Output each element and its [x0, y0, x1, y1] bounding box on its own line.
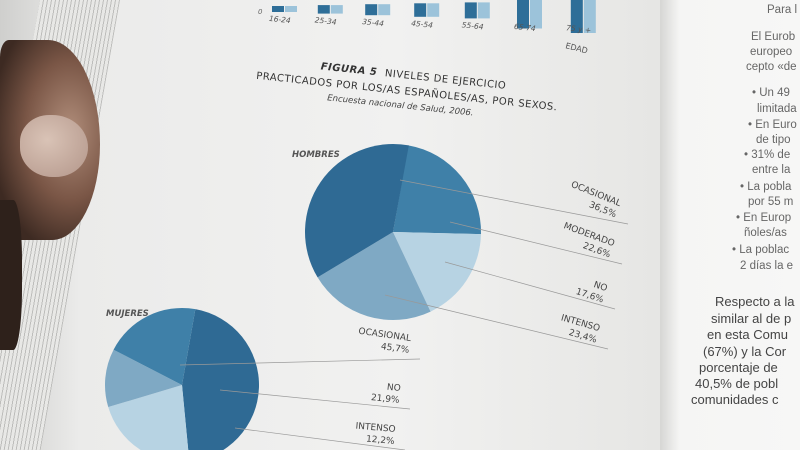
thumbnail: [20, 115, 88, 177]
bar-light: [427, 3, 440, 17]
pie-slice-moderado: [393, 145, 482, 235]
slice-label: NO: [592, 280, 608, 294]
x-tick-label: 16-24: [269, 14, 292, 25]
x-tick-label: 75 y +: [566, 23, 592, 35]
slice-label: NO: [386, 383, 401, 394]
pie-hombres: OCASIONAL36,5%MODERADO22,6%NO17,6%INTENS…: [292, 144, 629, 350]
leader-line: [234, 427, 406, 450]
bar-dark: [464, 2, 477, 19]
x-tick-label: 35-44: [362, 17, 385, 28]
bar-light: [530, 0, 542, 29]
bar-chart-fragment: 0 16-24 25-34 35-44 45-54 55-64 65-74 75 y + EDA…: [258, 0, 596, 55]
bar-light: [378, 4, 391, 16]
pie-slice-intenso: [317, 232, 431, 321]
leader-line: [179, 358, 421, 366]
leader-line: [384, 294, 609, 350]
leader-line: [449, 221, 623, 265]
figure-number: FIGURA 5: [320, 61, 378, 78]
slice-value: 45,7%: [380, 342, 410, 356]
bar-dark: [570, 0, 583, 33]
x-tick-label: 25-34: [314, 15, 337, 26]
bar-light: [477, 2, 490, 19]
figure-caption: FIGURA 5 NIVELES DE EJERCICIO PRACTICADO…: [256, 61, 558, 118]
hand-shadow: [0, 200, 22, 350]
slice-value: 21,9%: [370, 393, 400, 406]
bar-dark: [517, 0, 529, 29]
pie-slice-remainder: [113, 308, 196, 385]
pie-title: HOMBRES: [292, 150, 340, 160]
x-tick-label: 55-64: [461, 20, 484, 31]
pie-slice-intenso: [105, 349, 182, 408]
slice-label: OCASIONAL: [358, 327, 412, 344]
bar-dark: [365, 4, 378, 16]
slice-value: 12,2%: [366, 435, 396, 447]
slice-label: INTENSO: [355, 422, 396, 435]
bar-light: [330, 5, 343, 14]
leader-line: [399, 179, 629, 225]
pie-title: MUJERES: [106, 309, 149, 319]
bar-dark: [414, 3, 427, 17]
bar-light: [285, 6, 297, 12]
pie-charts: OCASIONAL36,5%MODERADO22,6%NO17,6%INTENS…: [105, 144, 629, 450]
bar-dark: [317, 5, 330, 14]
leader-line: [444, 261, 616, 310]
x-tick-label: 65-74: [514, 22, 537, 33]
bar-dark: [272, 6, 284, 12]
pie-slice-no: [393, 232, 481, 312]
pie-slice-no: [108, 385, 189, 450]
y-zero-label: 0: [258, 8, 263, 16]
right-book-page: [660, 0, 800, 450]
x-axis-label: EDAD: [565, 41, 589, 55]
leader-line: [219, 389, 411, 410]
x-tick-label: 45-54: [411, 19, 434, 30]
pie-slice-ocasional: [304, 144, 409, 278]
bar-light: [583, 0, 596, 33]
pie-slice-ocasional: [182, 309, 259, 450]
